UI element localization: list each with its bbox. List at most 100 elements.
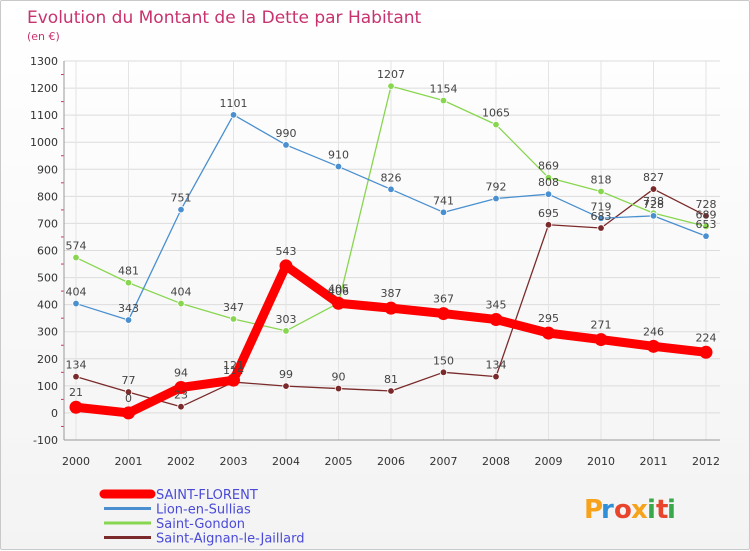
data-point [594, 333, 608, 347]
data-label: 751 [171, 192, 192, 205]
data-label: 367 [433, 293, 454, 306]
data-point [282, 382, 290, 390]
legend-label: SAINT-FLORENT [156, 488, 258, 503]
data-label: 121 [223, 359, 244, 372]
data-point [544, 173, 553, 182]
data-label: 1207 [377, 68, 405, 81]
x-tick-label: 2005 [325, 455, 353, 468]
data-label: 741 [433, 194, 454, 207]
data-labels: 21 0 94 121 543 405 387 367 345 295 271 246 224 404 34… [66, 68, 717, 405]
data-label: 481 [118, 265, 139, 278]
data-label: 728 [643, 198, 664, 211]
data-label: 826 [381, 171, 402, 184]
data-point [544, 221, 553, 229]
data-point [489, 313, 503, 327]
data-point [492, 372, 500, 381]
data-label: 719 [591, 200, 612, 213]
data-point [387, 387, 395, 395]
data-point [177, 403, 185, 411]
data-label: 99 [279, 368, 293, 381]
y-tick-label: 900 [37, 163, 58, 176]
data-point [544, 190, 553, 198]
data-label: 1154 [430, 83, 458, 96]
data-label: 81 [384, 373, 398, 386]
data-label: 23 [174, 389, 188, 402]
y-tick-label: 200 [37, 353, 58, 366]
chart-title: Evolution du Montant de la Dette par Hab… [27, 8, 422, 28]
data-point [227, 373, 240, 387]
proxiti-logo: Pr o x i ti [584, 495, 676, 525]
data-point [124, 316, 133, 324]
data-label: 818 [591, 173, 612, 186]
data-point [699, 345, 713, 359]
data-label: 683 [591, 210, 612, 223]
data-point [387, 185, 395, 194]
data-point [492, 120, 500, 129]
logo-letter: P [584, 495, 603, 525]
data-label: 574 [66, 240, 87, 253]
legend: SAINT-FLORENTLion-en-SulliasSaint-Gondon… [99, 488, 304, 547]
y-tick-label: 300 [37, 326, 58, 339]
data-label: 224 [696, 331, 717, 344]
data-point [702, 222, 710, 231]
logo-letter: t [656, 495, 668, 525]
data-point [542, 326, 555, 340]
data-point [597, 214, 605, 222]
series-lines [69, 82, 713, 420]
data-point [597, 187, 605, 196]
data-label: 910 [328, 149, 349, 162]
data-label: 695 [538, 207, 559, 220]
data-point [649, 185, 658, 193]
x-tick-label: 2010 [587, 455, 615, 468]
data-label: 792 [486, 181, 507, 194]
data-point [702, 212, 710, 220]
data-point [282, 141, 290, 149]
data-label: 543 [276, 245, 297, 258]
data-label: 405 [328, 282, 349, 295]
data-point [72, 372, 80, 381]
data-point [282, 327, 290, 335]
y-tick-label: 600 [37, 245, 58, 258]
data-label: 0 [125, 392, 132, 405]
data-label: 689 [696, 208, 717, 221]
data-label: 246 [643, 325, 664, 338]
data-point [72, 299, 80, 308]
data-label: 738 [643, 195, 664, 208]
x-tick-label: 2007 [430, 455, 458, 468]
data-point [334, 162, 343, 171]
data-label: 295 [538, 312, 559, 325]
data-label: 21 [69, 386, 83, 399]
y-tick-label: 1300 [30, 55, 58, 68]
data-point [492, 194, 500, 203]
data-point [332, 296, 345, 310]
y-tick-label: 0 [51, 407, 58, 420]
data-point [439, 208, 448, 217]
data-point [174, 380, 188, 394]
data-label: 653 [696, 218, 717, 231]
y-tick-label: 800 [37, 190, 58, 203]
y-tick-label: 700 [37, 217, 58, 230]
data-point [437, 307, 450, 321]
axes: -100010020030040050060070080090010001100… [30, 55, 720, 468]
data-point [647, 339, 660, 353]
data-label: 404 [171, 286, 192, 299]
data-label: 1065 [482, 107, 510, 120]
y-tick-label: 100 [37, 380, 58, 393]
data-label: 990 [276, 127, 297, 140]
data-label: 387 [381, 287, 402, 300]
data-label: 347 [223, 301, 244, 314]
data-point [72, 253, 80, 262]
data-point [124, 279, 133, 287]
y-tick-label: 500 [37, 272, 58, 285]
logo-letter: i [667, 495, 676, 525]
data-label: 404 [66, 286, 87, 299]
x-tick-label: 2004 [272, 455, 300, 468]
data-label: 808 [538, 176, 559, 189]
legend-label: Saint-Aignan-le-Jaillard [156, 532, 304, 547]
x-tick-label: 2000 [62, 455, 90, 468]
x-tick-label: 2011 [640, 455, 668, 468]
legend-label: Lion-en-Sullias [156, 503, 251, 518]
data-point [597, 224, 605, 232]
data-point [229, 315, 238, 323]
